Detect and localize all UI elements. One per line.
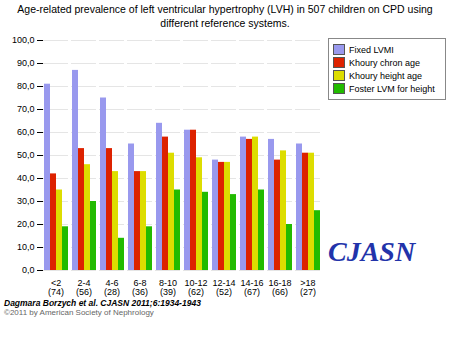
svg-text:90,0: 90,0	[17, 59, 35, 69]
html-text:Khoury height age: Khoury height age	[349, 70, 423, 81]
html-text:Fixed LVMI: Fixed LVMI	[349, 44, 394, 55]
svg-text:20,0: 20,0	[17, 220, 35, 230]
svg-text:8-10(39): 8-10(39)	[159, 278, 177, 297]
svg-text:2-4(56): 2-4(56)	[76, 278, 92, 297]
svg-text:100,0: 100,0	[12, 36, 35, 46]
svg-text:4-6(28): 4-6(28)	[104, 278, 120, 297]
svg-text:14-16(67): 14-16(67)	[240, 278, 263, 297]
html-text:Khoury chron age: Khoury chron age	[349, 57, 420, 68]
svg-text:80,0: 80,0	[17, 82, 35, 92]
svg-text:60,0: 60,0	[17, 128, 35, 138]
svg-text:6-8(36): 6-8(36)	[132, 278, 148, 297]
svg-text:0,0: 0,0	[22, 266, 35, 276]
svg-text:>18(27): >18(27)	[300, 278, 316, 297]
html-text:©2011 by American Society of N: ©2011 by American Society of Nephrology	[4, 308, 154, 318]
html-text:CJASN: CJASN	[328, 236, 416, 268]
html-text:Foster LVM for height: Foster LVM for height	[349, 83, 435, 94]
html-text:Age-related prevalence of left: Age-related prevalence of left ventricul…	[17, 3, 433, 29]
svg-text:16-18(66): 16-18(66)	[268, 278, 291, 297]
html-text:Dagmara Borzych et al. CJASN 2: Dagmara Borzych et al. CJASN 2011;6:1934…	[4, 298, 201, 309]
svg-text:30,0: 30,0	[17, 197, 35, 207]
svg-text:10-12(62): 10-12(62)	[184, 278, 207, 297]
svg-text:<2(74): <2(74)	[48, 278, 64, 297]
svg-text:50,0: 50,0	[17, 151, 35, 161]
svg-text:10,0: 10,0	[17, 243, 35, 253]
svg-text:40,0: 40,0	[17, 174, 35, 184]
svg-text:12-14(52): 12-14(52)	[212, 278, 235, 297]
svg-text:70,0: 70,0	[17, 105, 35, 115]
